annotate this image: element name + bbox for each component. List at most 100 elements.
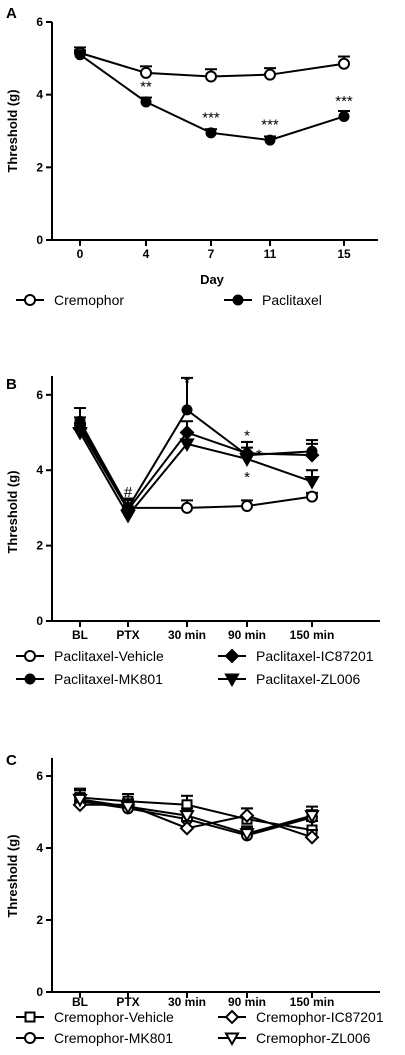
significance-marker: *	[256, 446, 262, 463]
y-tick-label: 4	[36, 841, 43, 855]
series-paclitaxel	[74, 49, 350, 146]
legend-label: Cremophor-Vehicle	[54, 1009, 174, 1025]
legend-marker	[224, 673, 240, 688]
x-tick-label: 90 min	[228, 628, 266, 642]
data-point	[338, 110, 350, 122]
legend-marker	[224, 1009, 240, 1025]
y-tick-label: 4	[36, 463, 43, 477]
series-cremophor-zl006	[72, 789, 320, 842]
y-tick-label: 4	[36, 88, 43, 102]
significance-marker: ***	[335, 93, 353, 110]
legend: Paclitaxel-Vehicle Paclitaxel-MK801 Paclit…	[16, 648, 374, 688]
y-tick-label: 2	[36, 913, 43, 927]
legend-marker	[24, 294, 36, 306]
y-axis-title: Threshold (g)	[5, 470, 20, 553]
legend: Cremophor Paclitaxel	[16, 292, 322, 308]
data-point	[241, 500, 253, 513]
data-point	[306, 490, 318, 503]
significance-marker: ***	[261, 117, 279, 134]
panel-C: C Threshold (g) 0 2 4 6 BL PTX 30 min 90 min 150 m…	[5, 752, 384, 1047]
data-point	[140, 66, 152, 79]
legend-label: Cremophor-IC87201	[256, 1009, 384, 1025]
data-point	[304, 829, 320, 845]
y-axis-title: Threshold (g)	[5, 89, 20, 172]
significance-marker: **	[140, 79, 152, 96]
data-point	[120, 509, 136, 524]
data-point	[264, 134, 276, 146]
legend-marker	[224, 1032, 240, 1047]
x-tick-label: 90 min	[228, 995, 266, 1009]
legend-label: Cremophor-MK801	[54, 1030, 173, 1046]
x-tick-label: 4	[143, 247, 150, 261]
legend-marker	[24, 1011, 36, 1023]
data-point	[181, 501, 193, 514]
x-tick-label: 30 min	[168, 628, 206, 642]
x-tick-label: 150 min	[290, 995, 335, 1009]
x-tick-label: 7	[208, 247, 215, 261]
x-tick-label: 30 min	[168, 995, 206, 1009]
panel-letter: C	[6, 752, 17, 769]
legend-marker	[224, 648, 240, 664]
y-tick-label: 0	[36, 614, 43, 628]
legend-marker	[24, 1032, 36, 1044]
series-paclitaxel-vehicle	[74, 416, 318, 514]
data-point	[72, 793, 88, 808]
y-axis-title: Threshold (g)	[5, 834, 20, 917]
data-point	[181, 404, 193, 416]
y-tick-label: 2	[36, 539, 43, 553]
series-line	[79, 424, 313, 509]
y-tick-label: 0	[36, 233, 43, 247]
data-point	[239, 453, 255, 467]
significance-marker: *	[244, 427, 250, 444]
significance-marker: *	[244, 469, 250, 486]
significance-marker: *	[184, 375, 190, 392]
y-tick-label: 2	[36, 160, 43, 174]
legend-marker	[24, 673, 36, 685]
y-tick-label: 6	[36, 769, 43, 783]
x-tick-label: BL	[72, 995, 88, 1009]
series-line	[79, 432, 313, 518]
legend-label: Paclitaxel-Vehicle	[54, 648, 164, 664]
legend-label: Cremophor	[54, 292, 124, 308]
data-point	[179, 438, 195, 452]
legend-marker	[24, 650, 36, 662]
data-point	[205, 70, 217, 83]
panel-letter: B	[6, 376, 17, 393]
legend-label: Paclitaxel-MK801	[54, 671, 163, 687]
data-point	[179, 810, 195, 824]
legend: Cremophor-Vehicle Cremophor-MK801 Cremopho…	[16, 1009, 384, 1047]
x-tick-label: 11	[264, 247, 277, 261]
x-tick-label: 0	[77, 247, 84, 261]
data-point	[304, 810, 320, 824]
series-paclitaxel-zl006	[72, 422, 320, 524]
series-cremophor	[74, 46, 350, 83]
data-point	[72, 427, 88, 441]
data-point	[239, 808, 255, 824]
legend-label: Paclitaxel	[262, 292, 322, 308]
panel-B: B Threshold (g) 0 2 4 6 BL PTX 30 min 90 min 150 m…	[5, 375, 380, 688]
data-point	[120, 801, 136, 815]
significance-marker: #	[124, 484, 133, 501]
x-tick-label: PTX	[116, 628, 139, 642]
x-tick-label: PTX	[116, 995, 139, 1009]
x-tick-label: 15	[337, 247, 351, 261]
data-point	[140, 96, 152, 108]
data-point	[264, 68, 276, 81]
legend-label: Cremophor-ZL006	[256, 1030, 371, 1046]
series-cremophor-mk801	[74, 793, 318, 842]
legend-marker	[232, 294, 244, 306]
data-point	[304, 476, 320, 490]
data-point	[239, 828, 255, 842]
x-tick-label: BL	[72, 628, 88, 642]
significance-marker: ***	[202, 109, 220, 126]
series-line	[79, 798, 313, 835]
y-tick-label: 6	[36, 15, 43, 29]
legend-label: Paclitaxel-IC87201	[256, 648, 374, 664]
y-tick-label: 0	[36, 985, 43, 999]
data-point	[179, 820, 195, 836]
legend-label: Paclitaxel-ZL006	[256, 671, 360, 687]
x-tick-label: 150 min	[290, 628, 335, 642]
data-point	[74, 49, 86, 61]
